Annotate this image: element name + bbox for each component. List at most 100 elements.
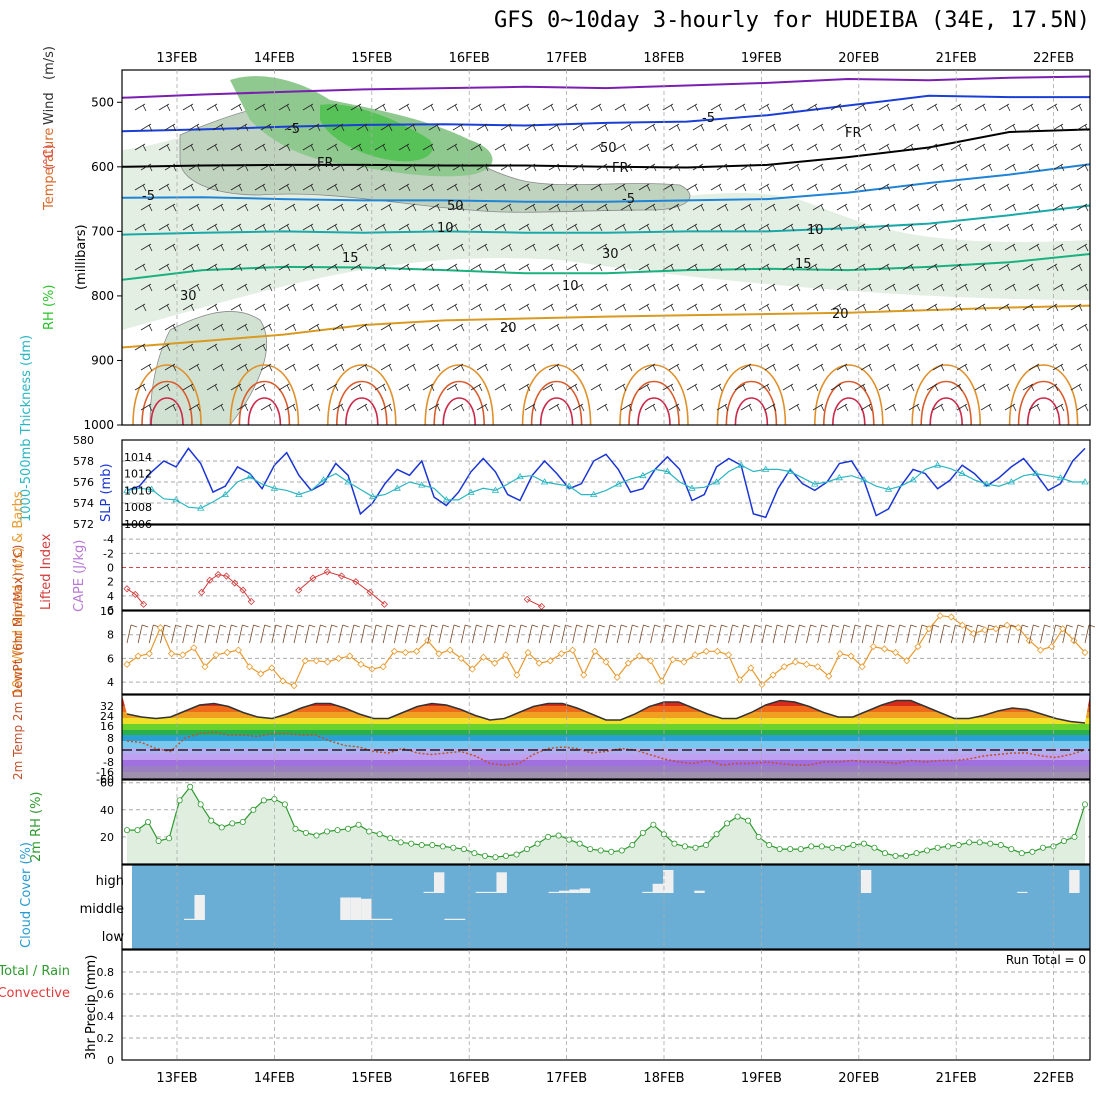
- wind-barb: [566, 103, 579, 112]
- wind-barb: [356, 363, 369, 372]
- wind-barb: [308, 403, 321, 412]
- wind-barb: [908, 283, 921, 292]
- rh-marker: [839, 844, 846, 851]
- wind-barb-10m: [204, 624, 216, 644]
- wind-barb-10m: [304, 624, 316, 644]
- wind-barb: [356, 283, 369, 292]
- wind-barb: [326, 263, 339, 272]
- wind-barb: [374, 143, 387, 152]
- contour-label: 50: [447, 199, 464, 214]
- wind-barb: [182, 263, 195, 272]
- cloud-level-label: high: [96, 874, 124, 889]
- wind-barb: [134, 103, 147, 112]
- rh-marker: [913, 850, 920, 857]
- wind-barb: [614, 103, 627, 112]
- wind-barb: [572, 163, 585, 172]
- rh-marker: [566, 836, 573, 843]
- wind-barb: [1004, 323, 1017, 332]
- y-axis-title-temp: 2m Temp 2m DewPt (6hr Min/Max) (°C): [11, 545, 25, 780]
- wind-barb: [182, 223, 195, 232]
- wind-barb: [260, 283, 273, 292]
- wind-barb: [998, 143, 1011, 152]
- rh-marker: [513, 851, 520, 858]
- wind-barb: [494, 303, 507, 312]
- x-tick-label-bottom: 13FEB: [156, 1071, 197, 1086]
- wind-speed-marker: [624, 659, 632, 667]
- wind-barb: [260, 363, 273, 372]
- wind-barb: [860, 403, 873, 412]
- rh-marker: [1060, 837, 1067, 844]
- wind-barb: [644, 163, 657, 172]
- wind-barb: [206, 263, 219, 272]
- wind-barb: [980, 163, 993, 172]
- wind-barb: [356, 163, 369, 172]
- wind-speed-marker: [780, 663, 788, 671]
- rh-marker: [587, 846, 594, 853]
- wind-barb: [1046, 383, 1059, 392]
- wind-barb: [206, 223, 219, 232]
- wind-barb: [860, 203, 873, 212]
- wind-barb: [908, 323, 921, 332]
- wind-barb-10m: [449, 624, 461, 644]
- wind-speed-marker: [580, 671, 588, 679]
- thickness-marker: [540, 478, 549, 485]
- wind-barb: [398, 383, 411, 392]
- wind-barb: [620, 123, 633, 132]
- rh-marker: [766, 842, 773, 849]
- y-axis-title-cape: CAPE (J/kg): [72, 540, 87, 612]
- wind-barb: [374, 343, 387, 352]
- wind-barb: [404, 163, 417, 172]
- wind-barb: [716, 243, 729, 252]
- wind-barb: [326, 303, 339, 312]
- wind-speed-marker: [724, 651, 733, 659]
- wind-barb-10m: [226, 624, 238, 644]
- wind-speed-marker: [401, 648, 410, 657]
- y-axis-title-cloud: Cloud Cover (%): [19, 842, 34, 948]
- wind-barb: [404, 243, 417, 252]
- wind-barb: [350, 303, 363, 312]
- wind-speed-marker: [257, 670, 265, 678]
- x-tick-label-top: 15FEB: [351, 51, 392, 66]
- wind-barb: [740, 203, 753, 212]
- thickness-marker: [688, 484, 696, 491]
- y-tick-label-thickness: 580: [73, 434, 94, 447]
- wind-barb-10m: [995, 624, 1007, 644]
- wind-barb: [494, 183, 507, 192]
- wind-barb: [884, 123, 897, 132]
- wind-barb: [332, 123, 345, 132]
- wind-barb: [1076, 123, 1089, 132]
- wind-barb-10m: [249, 624, 260, 644]
- wind-barb: [974, 143, 987, 152]
- wind-barb: [164, 283, 177, 292]
- wind-barb: [620, 203, 633, 212]
- temp-mask: [122, 695, 1090, 723]
- y-tick-label-precip: 0.6: [97, 988, 115, 1001]
- wind-barb-10m: [137, 624, 149, 644]
- wind-barb: [182, 383, 195, 392]
- cloud-bar-middle: [444, 918, 455, 920]
- wind-barb: [500, 283, 513, 292]
- wind-barb: [764, 123, 777, 132]
- wind-barb: [494, 143, 507, 152]
- wind-barb: [668, 283, 681, 292]
- wind-barb: [734, 303, 747, 312]
- x-tick-label-bottom: 16FEB: [449, 1071, 490, 1086]
- temp-color-band: [122, 772, 1090, 779]
- rh-marker: [524, 846, 531, 853]
- lowlevel-temp-contour: [345, 397, 379, 426]
- wind-barb: [308, 283, 321, 292]
- wind-barb: [230, 303, 243, 312]
- wind-barb: [140, 363, 153, 372]
- wind-barb: [764, 283, 777, 292]
- wind-barb: [206, 183, 219, 192]
- wind-barb: [620, 363, 633, 372]
- wind-barb: [446, 103, 459, 112]
- wind-barb: [854, 343, 867, 352]
- panel-frame-wind: [121, 610, 1091, 695]
- wind-barb: [902, 263, 915, 272]
- wind-barb: [326, 343, 339, 352]
- thickness-marker: [958, 469, 966, 476]
- wind-barb: [188, 163, 201, 172]
- rh-marker: [1071, 833, 1078, 840]
- wind-barb: [308, 203, 321, 212]
